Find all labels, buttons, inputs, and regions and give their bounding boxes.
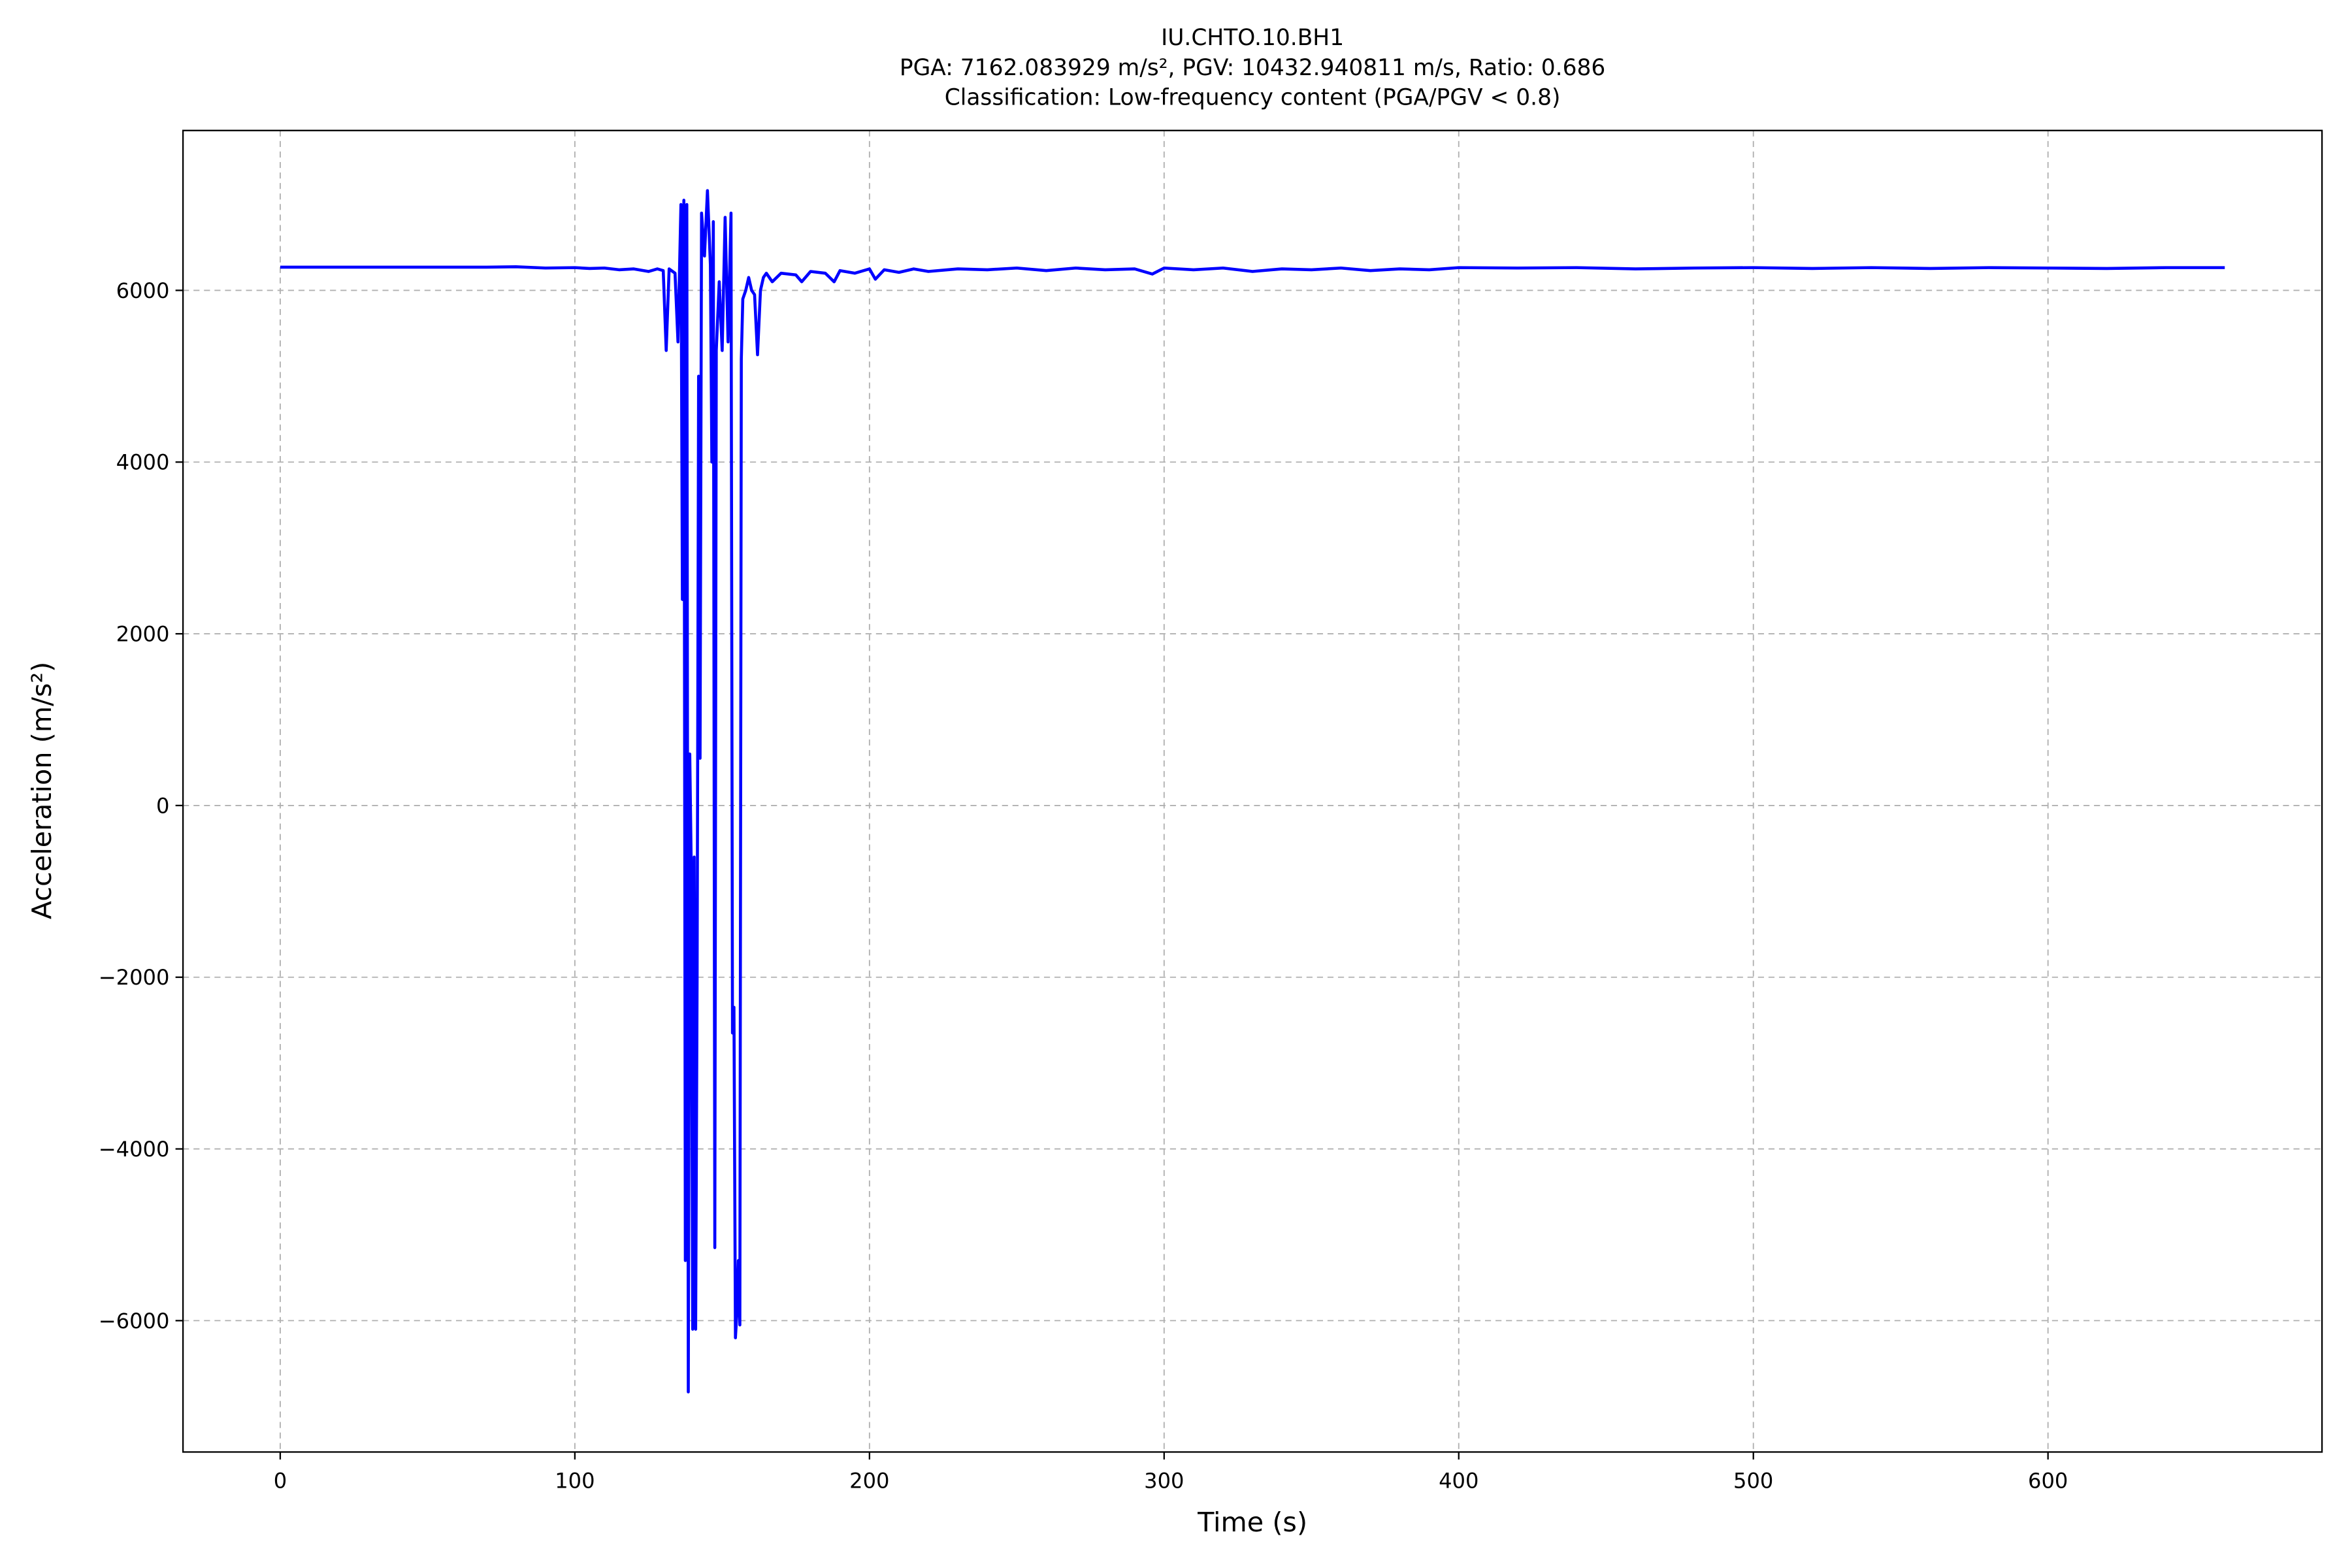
data-line <box>280 189 2225 1394</box>
x-tick-label: 200 <box>849 1469 889 1494</box>
x-tick-label: 100 <box>555 1469 595 1494</box>
chart-subtitle: Classification: Low-frequency content (P… <box>945 85 1561 111</box>
y-tick-label: −2000 <box>99 965 170 990</box>
x-axis-label: Time (s) <box>1197 1507 1307 1538</box>
y-axis-label: Acceleration (m/s²) <box>26 662 57 919</box>
y-tick-label: 4000 <box>116 450 170 475</box>
y-tick-label: −4000 <box>99 1137 170 1162</box>
axes-frame <box>182 129 2323 1453</box>
y-tick-label: 0 <box>156 793 169 818</box>
chart-subtitle: PGA: 7162.083929 m/s², PGV: 10432.940811… <box>900 55 1605 81</box>
y-tick-label: 6000 <box>116 278 170 303</box>
y-tick-label: −6000 <box>99 1309 170 1333</box>
x-tick-label: 300 <box>1144 1469 1184 1494</box>
x-tick-label: 600 <box>2028 1469 2068 1494</box>
x-tick-label: 500 <box>1733 1469 1773 1494</box>
chart-title: IU.CHTO.10.BH1 <box>1161 25 1344 51</box>
y-tick-label: 2000 <box>116 622 170 647</box>
x-tick-label: 0 <box>274 1469 287 1494</box>
x-tick-label: 400 <box>1439 1469 1478 1494</box>
